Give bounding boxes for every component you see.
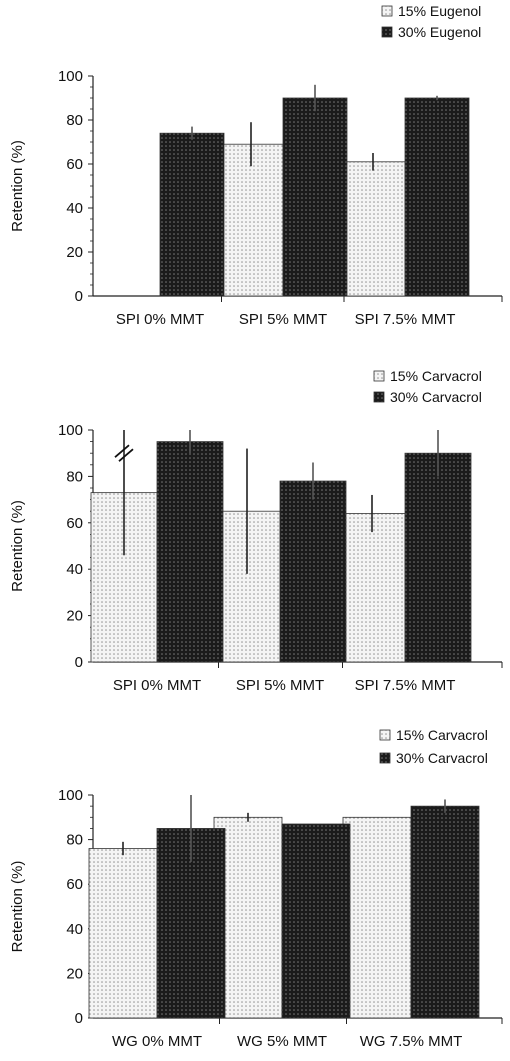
- y-tick-label: 20: [66, 244, 83, 261]
- y-tick-label: 40: [66, 561, 83, 578]
- bar: [342, 816, 412, 1019]
- legend-swatch: [379, 729, 391, 741]
- bar: [156, 441, 224, 663]
- x-tick-label: SPI 5% MMT: [239, 311, 327, 328]
- chart-panel-3: 0 20 40 60 80 100 Retention (%) WG 0% MMT WG 5% …: [9, 727, 503, 1050]
- bar: [218, 143, 284, 297]
- bar: [404, 97, 470, 297]
- bar: [338, 513, 406, 663]
- x-tick-label: SPI 7.5% MMT: [355, 311, 456, 328]
- bar: [88, 848, 158, 1019]
- y-tick-label: 100: [58, 68, 83, 85]
- y-tick-label: 0: [75, 654, 83, 671]
- bar: [281, 823, 351, 1019]
- bar: [279, 480, 347, 663]
- axis-break-mark: [114, 444, 130, 458]
- legend-label: 15% Eugenol: [398, 3, 481, 19]
- y-tick-label: 60: [66, 515, 83, 532]
- chart-panel-1: 0 20 40 60 80 100 Retention (%) SPI 0% MMT SPI 5…: [9, 3, 503, 328]
- y-axis-label: Retention (%): [9, 861, 26, 953]
- legend-label: 15% Carvacrol: [390, 368, 482, 384]
- y-tick-label: 40: [66, 200, 83, 217]
- x-tick-label: SPI 5% MMT: [236, 677, 324, 694]
- axis-break-mark: [118, 448, 134, 462]
- x-tick-label: SPI 0% MMT: [113, 677, 201, 694]
- x-tick-label: WG 0% MMT: [112, 1033, 202, 1050]
- bar: [410, 805, 480, 1019]
- x-tick-label: SPI 0% MMT: [116, 311, 204, 328]
- legend-label: 15% Carvacrol: [396, 727, 488, 743]
- y-axis-label: Retention (%): [9, 500, 26, 592]
- x-tick-label: SPI 7.5% MMT: [355, 677, 456, 694]
- legend-swatch: [381, 26, 393, 38]
- legend-label: 30% Carvacrol: [390, 389, 482, 405]
- y-tick-label: 100: [58, 787, 83, 804]
- chart-panel-2: 0 20 40 60 80 100 Retention (%) SPI 0% MMT SPI 5…: [9, 368, 503, 694]
- y-tick-label: 20: [66, 608, 83, 625]
- x-tick-label: WG 7.5% MMT: [360, 1033, 463, 1050]
- y-tick-label: 0: [75, 1010, 83, 1027]
- legend-swatch: [373, 370, 385, 382]
- y-tick-label: 60: [66, 876, 83, 893]
- y-tick-label: 80: [66, 832, 83, 849]
- legend-swatch: [373, 391, 385, 403]
- bar: [340, 161, 406, 297]
- charts-container: 0 20 40 60 80 100 Retention (%) SPI 0% MMT SPI 5…: [9, 3, 503, 1050]
- legend-swatch: [379, 752, 391, 764]
- y-tick-label: 40: [66, 921, 83, 938]
- y-tick-label: 80: [66, 112, 83, 129]
- legend-swatch: [381, 5, 393, 17]
- bar: [404, 452, 472, 663]
- legend-label: 30% Eugenol: [398, 24, 481, 40]
- y-tick-label: 60: [66, 156, 83, 173]
- y-tick-label: 0: [75, 288, 83, 305]
- bar: [282, 97, 348, 297]
- x-tick-label: WG 5% MMT: [237, 1033, 327, 1050]
- y-tick-label: 100: [58, 422, 83, 439]
- y-tick-label: 80: [66, 468, 83, 485]
- bar: [159, 132, 225, 297]
- y-tick-label: 20: [66, 965, 83, 982]
- y-axis-label: Retention (%): [9, 140, 26, 232]
- legend-label: 30% Carvacrol: [396, 750, 488, 766]
